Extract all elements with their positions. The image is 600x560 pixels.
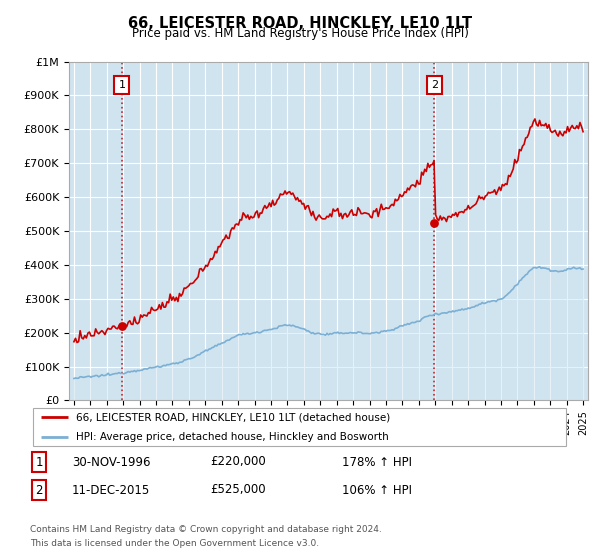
Text: This data is licensed under the Open Government Licence v3.0.: This data is licensed under the Open Gov… [30,539,319,548]
Text: £525,000: £525,000 [210,483,266,497]
Text: 1: 1 [118,80,125,90]
Text: 178% ↑ HPI: 178% ↑ HPI [342,455,412,469]
Text: 30-NOV-1996: 30-NOV-1996 [72,455,151,469]
Point [117,321,127,330]
Text: 2: 2 [431,80,438,90]
Text: 11-DEC-2015: 11-DEC-2015 [72,483,150,497]
Text: 106% ↑ HPI: 106% ↑ HPI [342,483,412,497]
Text: 66, LEICESTER ROAD, HINCKLEY, LE10 1LT (detached house): 66, LEICESTER ROAD, HINCKLEY, LE10 1LT (… [76,412,390,422]
FancyBboxPatch shape [33,408,566,446]
Text: £220,000: £220,000 [210,455,266,469]
Point [430,218,439,227]
Text: 1: 1 [35,455,43,469]
Text: Contains HM Land Registry data © Crown copyright and database right 2024.: Contains HM Land Registry data © Crown c… [30,525,382,534]
Text: 2: 2 [35,483,43,497]
Text: 66, LEICESTER ROAD, HINCKLEY, LE10 1LT: 66, LEICESTER ROAD, HINCKLEY, LE10 1LT [128,16,472,31]
Text: HPI: Average price, detached house, Hinckley and Bosworth: HPI: Average price, detached house, Hinc… [76,432,389,442]
Text: Price paid vs. HM Land Registry's House Price Index (HPI): Price paid vs. HM Land Registry's House … [131,27,469,40]
